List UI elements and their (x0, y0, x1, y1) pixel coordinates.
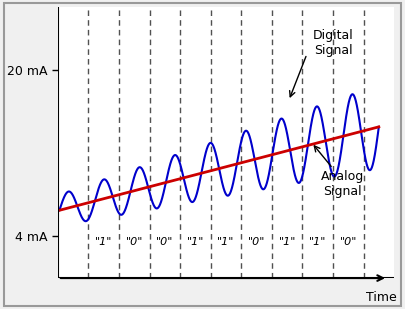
Text: "0": "0" (248, 237, 265, 247)
Text: "0": "0" (156, 237, 173, 247)
Text: "0": "0" (126, 237, 143, 247)
Text: Time: Time (367, 290, 397, 303)
Text: "1": "1" (278, 237, 296, 247)
Text: "1": "1" (95, 237, 113, 247)
Text: "1": "1" (309, 237, 326, 247)
Text: "0": "0" (339, 237, 357, 247)
Text: Digital
Signal: Digital Signal (313, 29, 353, 57)
Text: "1": "1" (187, 237, 204, 247)
Text: Analog
Signal: Analog Signal (320, 170, 364, 198)
Text: "1": "1" (217, 237, 234, 247)
